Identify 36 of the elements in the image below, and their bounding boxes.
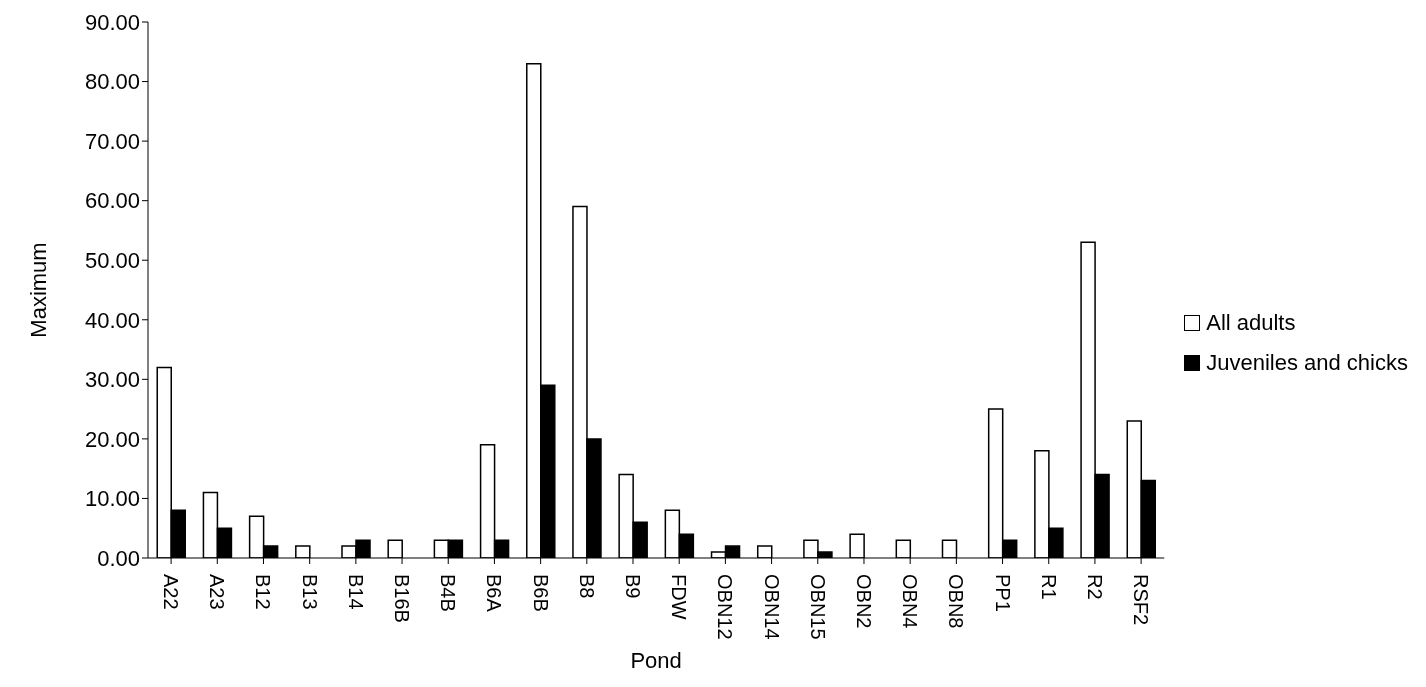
x-tick-label: B6A bbox=[483, 574, 506, 613]
y-tick-label: 20.00 bbox=[84, 426, 140, 452]
x-tick-label: B16B bbox=[391, 574, 414, 623]
x-tick-label: PP1 bbox=[991, 574, 1014, 612]
x-tick-label: OBN4 bbox=[899, 574, 922, 629]
x-tick-label: RSF2 bbox=[1130, 574, 1153, 626]
y-tick-label: 40.00 bbox=[84, 307, 140, 333]
y-tick-label: 0.00 bbox=[97, 545, 140, 571]
x-tick-label: OBN2 bbox=[852, 574, 875, 629]
y-tick-label: 30.00 bbox=[84, 367, 140, 393]
x-tick-label: B9 bbox=[622, 574, 645, 599]
x-tick-label: B4B bbox=[437, 574, 460, 612]
x-tick-label: R1 bbox=[1037, 574, 1060, 600]
x-tick-label: B12 bbox=[252, 574, 275, 610]
y-tick-label: 70.00 bbox=[84, 128, 140, 154]
y-tick-label: 10.00 bbox=[84, 486, 140, 512]
x-tick-label: OBN12 bbox=[714, 574, 737, 640]
x-tick-label: OBN14 bbox=[760, 574, 783, 640]
x-tick-label: A22 bbox=[160, 574, 183, 610]
x-tick-label: R2 bbox=[1083, 574, 1106, 600]
y-axis-title: Maximum bbox=[25, 242, 51, 338]
y-tick-label: 90.00 bbox=[84, 9, 140, 35]
x-tick-label: OBN15 bbox=[806, 574, 829, 640]
x-tick-label: B13 bbox=[298, 574, 321, 610]
x-tick-label: B14 bbox=[344, 574, 367, 610]
x-tick-label: B6B bbox=[529, 574, 552, 612]
y-tick-label: 50.00 bbox=[84, 248, 140, 274]
legend-label: Juveniles and chicks bbox=[1206, 350, 1408, 376]
x-tick-label: OBN8 bbox=[945, 574, 968, 629]
x-tick-label: FDW bbox=[668, 574, 691, 620]
x-tick-label: A23 bbox=[206, 574, 229, 610]
x-tick-label: B8 bbox=[575, 574, 598, 599]
x-axis-title: Pond bbox=[630, 648, 682, 673]
y-tick-label: 80.00 bbox=[84, 69, 140, 95]
legend-label: All adults bbox=[1206, 310, 1296, 336]
y-tick-label: 60.00 bbox=[84, 188, 140, 214]
